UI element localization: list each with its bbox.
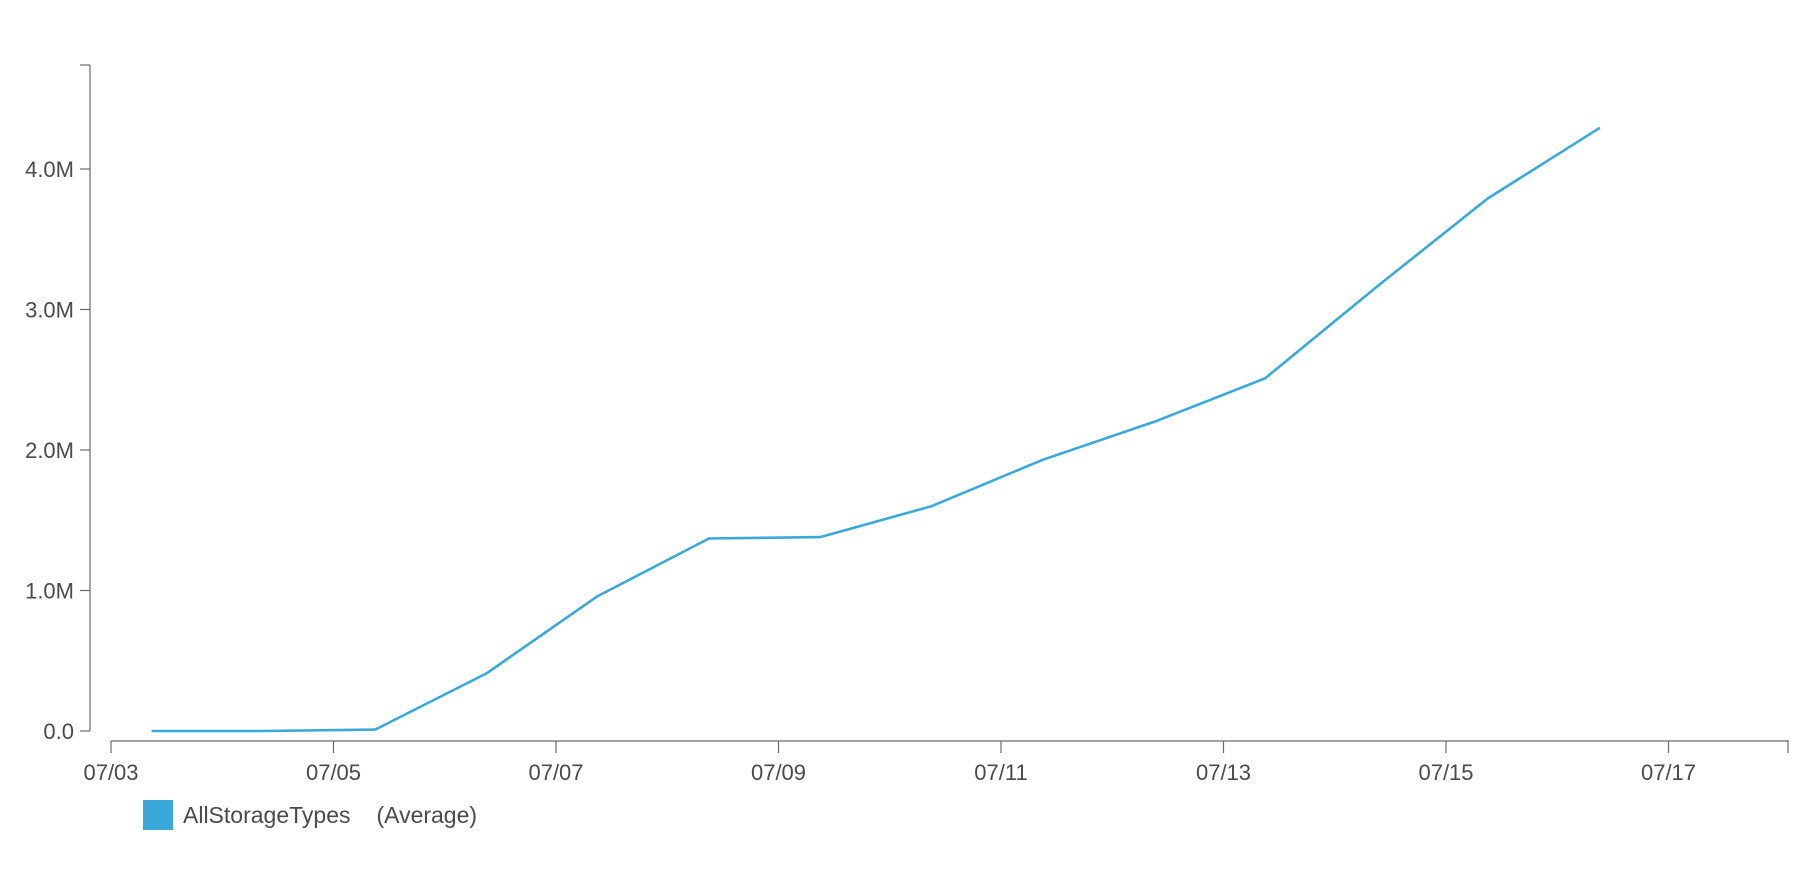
x-axis: 07/03 07/05 07/07 07/09 07/11 07/13 07/15 07/17 (83, 740, 1789, 785)
x-tick-label: 07/03 (83, 760, 138, 785)
y-tick-label: 0.0 (43, 719, 74, 744)
x-tick-label: 07/11 (974, 760, 1027, 785)
data-point[interactable] (1260, 373, 1270, 383)
data-point[interactable] (1594, 123, 1604, 133)
legend-series-name: AllStorageTypes (183, 801, 351, 828)
data-point[interactable] (593, 591, 603, 601)
data-point[interactable] (481, 668, 491, 678)
y-tick-label: 1.0M (25, 579, 74, 604)
x-tick-label: 07/09 (751, 760, 806, 785)
y-tick-label: 2.0M (25, 438, 74, 463)
data-point[interactable] (815, 532, 825, 542)
data-point[interactable] (1038, 455, 1048, 465)
series-line[interactable] (151, 127, 1601, 733)
y-tick-label: 4.0M (25, 157, 74, 182)
y-tick-label: 3.0M (25, 298, 74, 323)
data-point[interactable] (1371, 282, 1381, 292)
data-point[interactable] (259, 726, 269, 736)
series-layer (148, 123, 1604, 736)
data-point[interactable] (1149, 417, 1159, 427)
data-point[interactable] (926, 501, 936, 511)
data-point[interactable] (1483, 194, 1493, 204)
x-tick-label: 07/05 (306, 760, 361, 785)
x-tick-label: 07/13 (1196, 760, 1251, 785)
x-tick-label: 07/15 (1418, 760, 1473, 785)
data-point[interactable] (148, 726, 158, 736)
x-tick-label: 07/07 (528, 760, 583, 785)
data-point[interactable] (704, 534, 714, 544)
legend-aggregation: (Average) (376, 801, 478, 828)
x-tick-label: 07/17 (1641, 760, 1696, 785)
data-point[interactable] (370, 725, 380, 735)
y-axis: 0.0 1.0M 2.0M 3.0M 4.0M (25, 64, 91, 744)
legend[interactable]: AllStorageTypes (Average) (143, 800, 477, 830)
legend-swatch (143, 800, 173, 830)
